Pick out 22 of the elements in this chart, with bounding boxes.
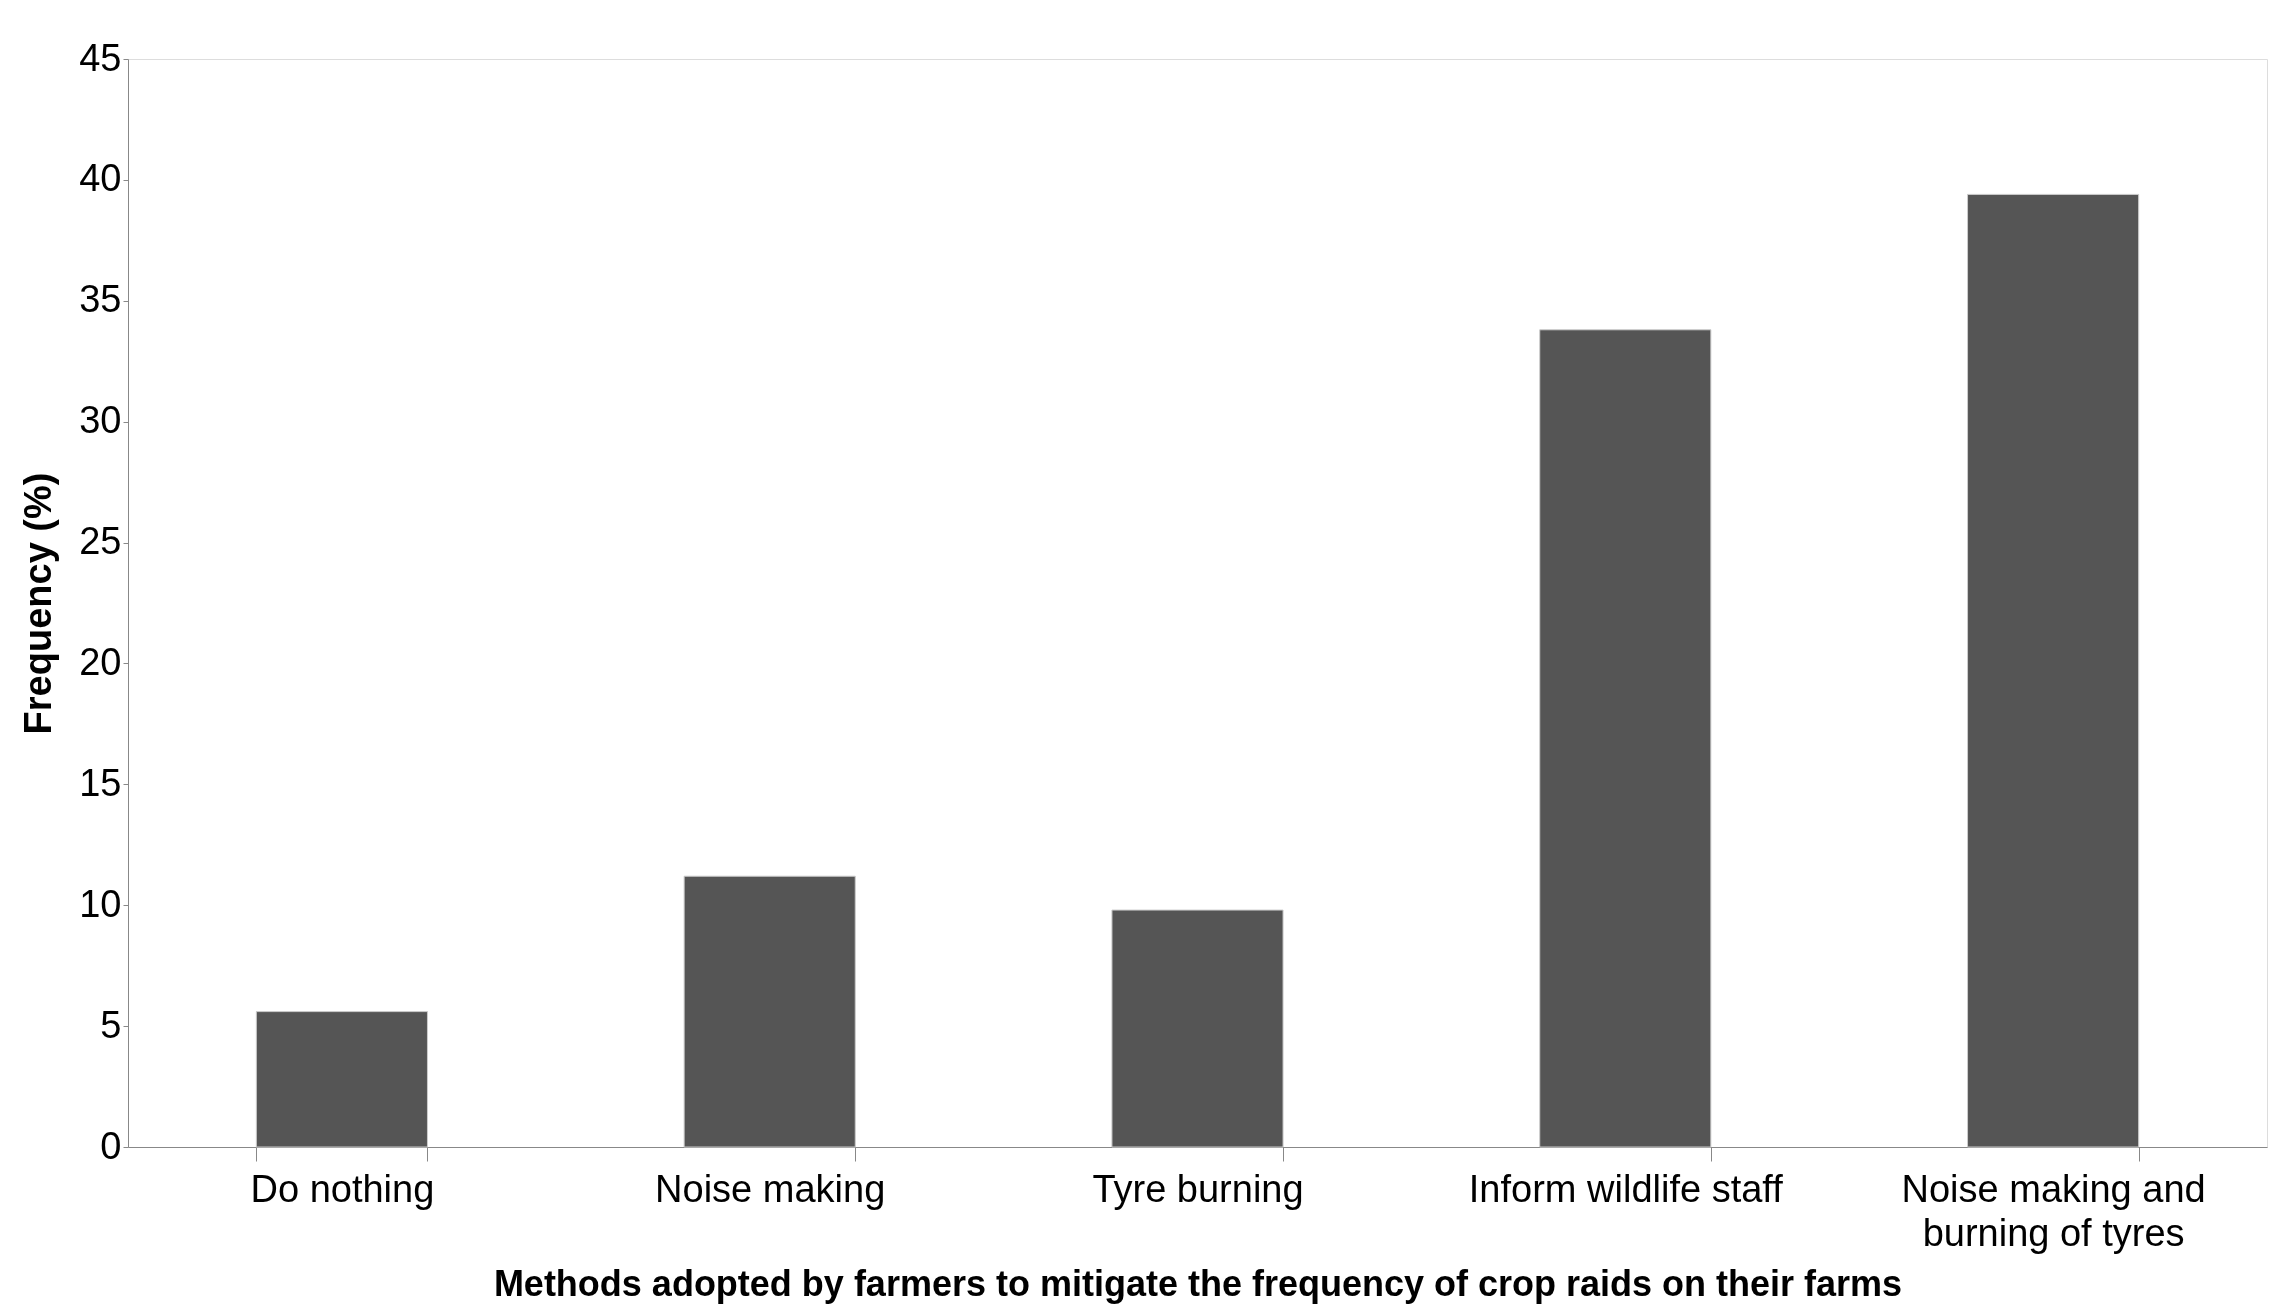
x-tick-label: Noise making and burning of tyres — [1901, 1167, 2206, 1254]
x-axis-title: Methods adopted by farmers to mitigate the frequency of crop raids on their farms — [493, 1262, 1903, 1304]
y-tick-label: 35 — [79, 278, 122, 321]
bar — [1967, 193, 2140, 1148]
bar — [1111, 909, 1284, 1148]
y-tick-label: 15 — [79, 761, 122, 804]
y-tick-label: 5 — [100, 1003, 122, 1046]
bar — [255, 1011, 428, 1148]
bar — [683, 875, 856, 1148]
y-tick-label: 20 — [79, 640, 122, 683]
x-tick-label: Tyre burning — [1092, 1167, 1304, 1210]
y-tick-label: 10 — [79, 882, 122, 925]
x-tick-label: Inform wildlife staff — [1468, 1167, 1784, 1210]
x-tick-label: Do nothing — [250, 1167, 435, 1210]
y-tick-label: 25 — [79, 520, 122, 563]
bar — [1539, 329, 1712, 1148]
y-tick-label: 45 — [79, 36, 122, 79]
y-tick-label: 40 — [79, 157, 122, 200]
x-tick-label: Noise making — [655, 1167, 886, 1210]
y-axis-title: Frequency (%) — [17, 472, 60, 735]
y-tick-label: 0 — [100, 1124, 122, 1167]
y-tick-label: 30 — [79, 399, 122, 442]
